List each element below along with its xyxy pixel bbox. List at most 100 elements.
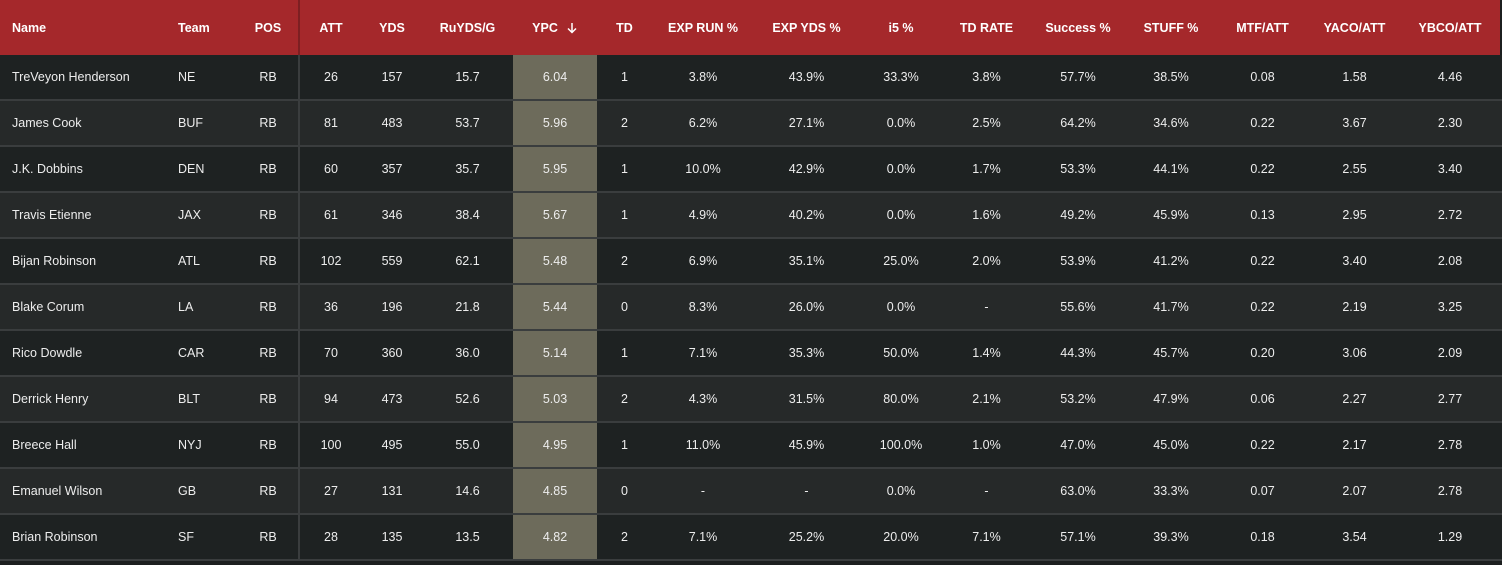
column-header-name[interactable]: Name bbox=[12, 20, 47, 35]
cell-pos: RB bbox=[238, 147, 300, 191]
cell-stuff: 33.3% bbox=[1153, 484, 1189, 498]
cell-i5: 100.0% bbox=[879, 438, 923, 452]
cell-team: JAX bbox=[178, 208, 201, 222]
cell-i5: 0.0% bbox=[886, 208, 916, 222]
table-row[interactable]: Emanuel Wilson GB RB 27 131 14.6 4.85 0 … bbox=[0, 469, 1502, 515]
cell-i5: 0.0% bbox=[886, 162, 916, 176]
cell-yds: 196 bbox=[381, 300, 403, 314]
cell-ybco-att: 2.78 bbox=[1437, 484, 1463, 498]
table-row[interactable]: Bijan Robinson ATL RB 102 559 62.1 5.48 … bbox=[0, 239, 1502, 285]
cell-success: 49.2% bbox=[1060, 208, 1096, 222]
column-header-ruyds-per-game[interactable]: RuYDS/G bbox=[439, 20, 496, 35]
cell-td: 1 bbox=[621, 162, 628, 176]
cell-exp-run: 3.8% bbox=[688, 70, 718, 84]
cell-exp-run: 6.9% bbox=[688, 254, 718, 268]
cell-exp-yds: - bbox=[804, 484, 809, 498]
table-row[interactable]: Brian Robinson SF RB 28 135 13.5 4.82 2 … bbox=[0, 515, 1502, 561]
cell-pos: RB bbox=[238, 469, 300, 513]
table-row[interactable]: Blake Corum LA RB 36 196 21.8 5.44 0 8.3… bbox=[0, 285, 1502, 331]
cell-pos: RB bbox=[238, 423, 300, 467]
table-row[interactable]: James Cook BUF RB 81 483 53.7 5.96 2 6.2… bbox=[0, 101, 1502, 147]
cell-td: 0 bbox=[621, 300, 628, 314]
cell-exp-yds: 31.5% bbox=[788, 392, 825, 406]
column-header-pos[interactable]: POS bbox=[238, 0, 300, 55]
cell-i5: 20.0% bbox=[883, 530, 919, 544]
cell-pos: RB bbox=[238, 515, 300, 559]
cell-i5: 0.0% bbox=[886, 484, 916, 498]
cell-ruyds-per-game: 62.1 bbox=[455, 254, 480, 268]
column-header-success[interactable]: Success % bbox=[1045, 20, 1111, 35]
cell-ybco-att: 3.25 bbox=[1437, 300, 1463, 314]
column-header-ypc[interactable]: YPC bbox=[513, 0, 597, 55]
cell-team: GB bbox=[178, 484, 197, 498]
cell-ruyds-per-game: 36.0 bbox=[455, 346, 480, 360]
cell-name: J.K. Dobbins bbox=[12, 162, 83, 176]
cell-mtf-att: 0.22 bbox=[1250, 116, 1275, 130]
cell-stuff: 38.5% bbox=[1153, 70, 1189, 84]
cell-ypc: 5.48 bbox=[513, 239, 597, 283]
cell-exp-yds: 27.1% bbox=[788, 116, 825, 130]
cell-name: Blake Corum bbox=[12, 300, 85, 314]
cell-stuff: 41.7% bbox=[1153, 300, 1189, 314]
table-header: Name Team POS ATT YDS RuYDS/G YPC TD EXP… bbox=[0, 0, 1502, 55]
cell-team: DEN bbox=[178, 162, 205, 176]
column-header-exp-yds[interactable]: EXP YDS % bbox=[772, 20, 841, 35]
cell-yds: 157 bbox=[381, 70, 403, 84]
cell-att: 102 bbox=[320, 254, 342, 268]
cell-mtf-att: 0.18 bbox=[1250, 530, 1275, 544]
cell-ypc: 5.44 bbox=[513, 285, 597, 329]
cell-ruyds-per-game: 52.6 bbox=[455, 392, 480, 406]
cell-name: Travis Etienne bbox=[12, 208, 92, 222]
column-header-yaco-att[interactable]: YACO/ATT bbox=[1323, 20, 1386, 35]
cell-team: BUF bbox=[178, 116, 203, 130]
cell-att: 81 bbox=[324, 116, 338, 130]
cell-success: 57.1% bbox=[1060, 530, 1096, 544]
column-header-mtf-att[interactable]: MTF/ATT bbox=[1236, 20, 1289, 35]
cell-pos: RB bbox=[238, 55, 300, 99]
column-header-yds[interactable]: YDS bbox=[379, 20, 405, 35]
cell-yds: 131 bbox=[381, 484, 403, 498]
cell-exp-run: 7.1% bbox=[688, 530, 718, 544]
column-header-exp-run[interactable]: EXP RUN % bbox=[668, 20, 738, 35]
cell-success: 47.0% bbox=[1060, 438, 1096, 452]
table-edge bbox=[1500, 0, 1502, 55]
cell-ybco-att: 2.30 bbox=[1437, 116, 1463, 130]
cell-td-rate: 1.7% bbox=[972, 162, 1001, 176]
cell-ypc: 5.67 bbox=[513, 193, 597, 237]
table-row[interactable]: Rico Dowdle CAR RB 70 360 36.0 5.14 1 7.… bbox=[0, 331, 1502, 377]
cell-ypc: 5.03 bbox=[513, 377, 597, 421]
column-header-td[interactable]: TD bbox=[616, 20, 633, 35]
cell-stuff: 45.9% bbox=[1153, 208, 1189, 222]
cell-pos: RB bbox=[238, 101, 300, 145]
cell-exp-run: 8.3% bbox=[688, 300, 718, 314]
cell-td: 1 bbox=[621, 346, 628, 360]
cell-exp-run: 4.9% bbox=[688, 208, 718, 222]
table-row[interactable]: TreVeyon Henderson NE RB 26 157 15.7 6.0… bbox=[0, 55, 1502, 101]
column-header-i5[interactable]: i5 % bbox=[888, 20, 914, 35]
cell-stuff: 45.7% bbox=[1153, 346, 1189, 360]
arrow-down-icon bbox=[566, 22, 578, 34]
cell-pos: RB bbox=[238, 331, 300, 375]
table-row[interactable]: Travis Etienne JAX RB 61 346 38.4 5.67 1… bbox=[0, 193, 1502, 239]
column-header-team[interactable]: Team bbox=[178, 20, 210, 35]
cell-team: NYJ bbox=[178, 438, 202, 452]
cell-team: BLT bbox=[178, 392, 200, 406]
column-header-att[interactable]: ATT bbox=[319, 20, 343, 35]
column-header-ybco-att[interactable]: YBCO/ATT bbox=[1418, 20, 1482, 35]
cell-ruyds-per-game: 53.7 bbox=[455, 116, 480, 130]
cell-att: 36 bbox=[324, 300, 338, 314]
column-header-stuff[interactable]: STUFF % bbox=[1143, 20, 1199, 35]
column-header-td-rate[interactable]: TD RATE bbox=[959, 20, 1014, 35]
table-row[interactable]: J.K. Dobbins DEN RB 60 357 35.7 5.95 1 1… bbox=[0, 147, 1502, 193]
table-row[interactable]: Derrick Henry BLT RB 94 473 52.6 5.03 2 … bbox=[0, 377, 1502, 423]
cell-ybco-att: 2.78 bbox=[1437, 438, 1463, 452]
column-header-ypc-label: YPC bbox=[532, 20, 558, 35]
cell-i5: 80.0% bbox=[883, 392, 919, 406]
cell-pos: RB bbox=[238, 193, 300, 237]
cell-exp-yds: 35.3% bbox=[788, 346, 825, 360]
cell-yds: 559 bbox=[381, 254, 403, 268]
cell-pos: RB bbox=[238, 239, 300, 283]
table-row[interactable]: Breece Hall NYJ RB 100 495 55.0 4.95 1 1… bbox=[0, 423, 1502, 469]
cell-success: 63.0% bbox=[1060, 484, 1096, 498]
cell-name: Bijan Robinson bbox=[12, 254, 97, 268]
